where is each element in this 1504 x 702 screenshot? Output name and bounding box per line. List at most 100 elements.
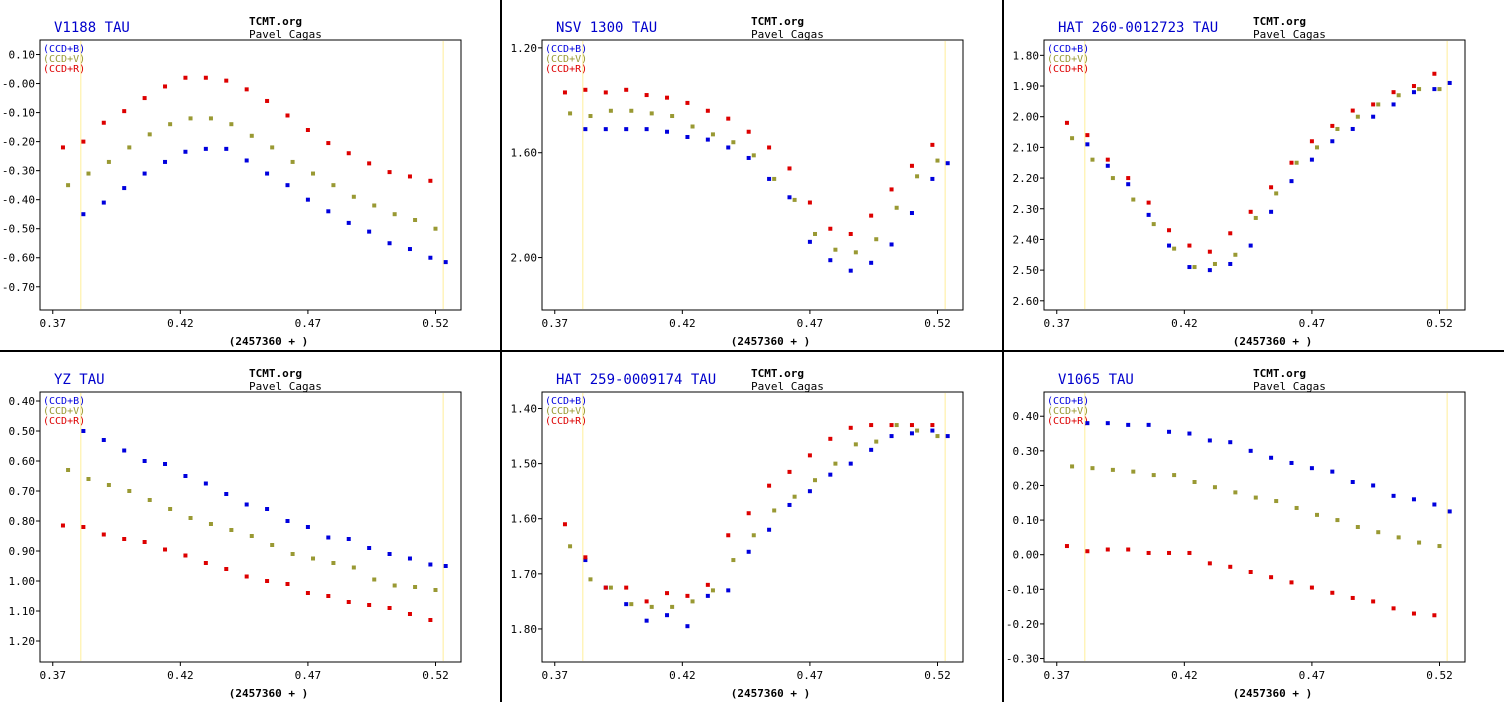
y-tick-label: 1.40 bbox=[511, 403, 538, 416]
y-tick-label: -0.50 bbox=[2, 223, 35, 236]
data-point bbox=[568, 111, 573, 116]
data-point bbox=[413, 585, 418, 589]
y-tick-label: 1.10 bbox=[9, 605, 36, 618]
data-point bbox=[807, 453, 812, 458]
data-point bbox=[588, 577, 593, 582]
data-point bbox=[930, 142, 935, 147]
series-R bbox=[1064, 544, 1437, 618]
data-point bbox=[894, 205, 899, 210]
data-point bbox=[1064, 544, 1069, 549]
data-point bbox=[746, 129, 751, 134]
data-point bbox=[249, 133, 254, 138]
data-point bbox=[1411, 84, 1416, 89]
data-point bbox=[387, 170, 392, 175]
data-point bbox=[665, 95, 670, 100]
y-tick-label: -0.10 bbox=[1006, 583, 1039, 596]
data-point bbox=[807, 239, 812, 244]
data-point bbox=[1376, 530, 1381, 535]
legend-entry: (CCD+R) bbox=[1047, 64, 1089, 75]
data-point bbox=[869, 260, 874, 265]
data-point bbox=[1228, 261, 1233, 266]
y-tick-label: 1.50 bbox=[511, 458, 538, 471]
data-point bbox=[644, 618, 649, 623]
x-tick-label: 0.47 bbox=[295, 669, 322, 682]
series-R bbox=[562, 87, 935, 236]
data-point bbox=[203, 146, 208, 151]
author-label: Pavel Cagas bbox=[1253, 28, 1326, 41]
data-point bbox=[229, 528, 234, 532]
data-point bbox=[603, 585, 608, 590]
x-tick-label: 0.47 bbox=[295, 317, 322, 330]
data-point bbox=[813, 231, 818, 236]
data-point bbox=[127, 145, 132, 150]
data-point bbox=[1167, 228, 1172, 233]
data-point bbox=[346, 220, 351, 225]
data-point bbox=[1110, 176, 1115, 181]
data-point bbox=[608, 585, 613, 590]
legend-entry: (CCD+V) bbox=[545, 54, 587, 65]
data-point bbox=[792, 197, 797, 202]
data-point bbox=[1391, 102, 1396, 107]
y-tick-label: 1.60 bbox=[511, 513, 538, 526]
data-point bbox=[1289, 460, 1294, 465]
series-B bbox=[81, 146, 448, 265]
data-point bbox=[1335, 126, 1340, 131]
data-point bbox=[1167, 243, 1172, 248]
x-axis-label: (2457360 + ) bbox=[229, 687, 308, 700]
data-point bbox=[1192, 480, 1197, 484]
x-tick-label: 0.52 bbox=[1426, 669, 1453, 682]
data-point bbox=[1131, 469, 1136, 474]
x-tick-label: 0.37 bbox=[542, 669, 569, 682]
data-point bbox=[909, 163, 914, 168]
x-tick-label: 0.47 bbox=[1299, 317, 1326, 330]
data-point bbox=[1335, 518, 1340, 523]
plot-area bbox=[39, 39, 462, 311]
x-tick-label: 0.42 bbox=[1171, 317, 1198, 330]
legend-entry: (CCD+B) bbox=[1047, 396, 1089, 407]
data-point bbox=[665, 613, 670, 618]
data-point bbox=[869, 447, 874, 452]
data-point bbox=[1151, 473, 1156, 478]
data-point bbox=[874, 237, 879, 242]
data-point bbox=[407, 556, 412, 561]
data-point bbox=[1172, 246, 1177, 251]
data-point bbox=[649, 604, 654, 609]
legend-entry: (CCD+B) bbox=[43, 44, 85, 55]
y-tick-label: -0.70 bbox=[2, 281, 35, 294]
data-point bbox=[101, 532, 106, 537]
data-point bbox=[346, 600, 351, 604]
data-point bbox=[1447, 80, 1452, 85]
data-point bbox=[1371, 114, 1376, 119]
author-label: Pavel Cagas bbox=[1253, 380, 1326, 393]
data-point bbox=[726, 588, 731, 593]
data-point bbox=[767, 483, 772, 488]
data-point bbox=[305, 525, 310, 529]
data-point bbox=[122, 186, 127, 191]
y-tick-label: -0.60 bbox=[2, 252, 35, 265]
series-V bbox=[66, 116, 438, 231]
data-point bbox=[208, 522, 213, 526]
data-point bbox=[767, 527, 772, 532]
data-point bbox=[285, 113, 290, 118]
y-tick-label: 2.30 bbox=[1013, 203, 1040, 216]
data-point bbox=[392, 583, 397, 588]
data-point bbox=[828, 226, 833, 231]
data-point bbox=[407, 247, 412, 252]
data-point bbox=[163, 462, 168, 466]
x-tick-label: 0.52 bbox=[1426, 317, 1453, 330]
y-tick-label: 2.10 bbox=[1013, 141, 1040, 154]
data-point bbox=[203, 561, 208, 565]
x-axis-label: (2457360 + ) bbox=[229, 335, 308, 348]
data-point bbox=[751, 153, 756, 158]
data-point bbox=[183, 553, 188, 558]
data-point bbox=[101, 438, 106, 442]
data-point bbox=[853, 250, 858, 255]
data-point bbox=[351, 194, 356, 199]
data-point bbox=[1126, 182, 1131, 187]
legend-entry: (CCD+B) bbox=[545, 44, 587, 55]
data-point bbox=[828, 258, 833, 263]
data-point bbox=[583, 558, 588, 563]
y-tick-label: 1.80 bbox=[1013, 49, 1040, 62]
